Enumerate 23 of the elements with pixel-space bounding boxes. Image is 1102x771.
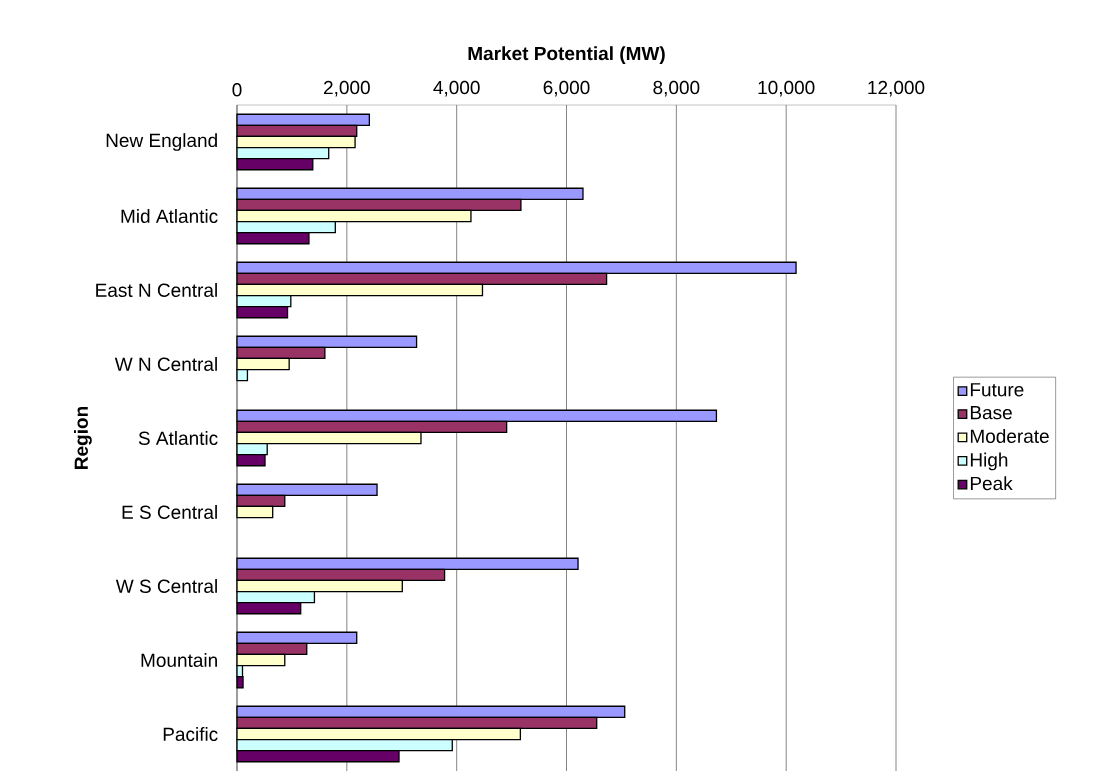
y-axis-title: Region (73, 406, 92, 469)
legend-label: High (970, 452, 1008, 471)
x-tick-label: 8,000 (653, 80, 700, 97)
legend-label: Base (970, 406, 1012, 420)
y-tick-label: New England (106, 133, 217, 151)
x-tick-label: 0 (232, 83, 242, 97)
y-tick-label: W N Central (114, 357, 217, 371)
y-tick-label: Mountain (141, 653, 217, 667)
x-tick-label: 2,000 (324, 80, 370, 97)
y-tick-label: Mid Atlantic (121, 209, 218, 223)
x-tick-label: 12,000 (868, 80, 925, 97)
y-tick-label: East N Central (96, 283, 217, 297)
y-tick-label: E S Central (122, 505, 217, 519)
legend-label: Moderate (970, 429, 1049, 443)
legend-label: Future (970, 383, 1024, 397)
x-tick-label: 10,000 (758, 80, 815, 97)
y-tick-label: S Atlantic (138, 431, 218, 445)
x-tick-label: 6,000 (543, 80, 590, 97)
y-tick-label: Pacific (163, 727, 218, 741)
y-tick-label: W S Central (115, 579, 217, 593)
legend-label: Peak (970, 476, 1013, 491)
x-axis-title: Market Potential (MW) (468, 46, 665, 64)
x-tick-label: 4,000 (433, 80, 480, 97)
